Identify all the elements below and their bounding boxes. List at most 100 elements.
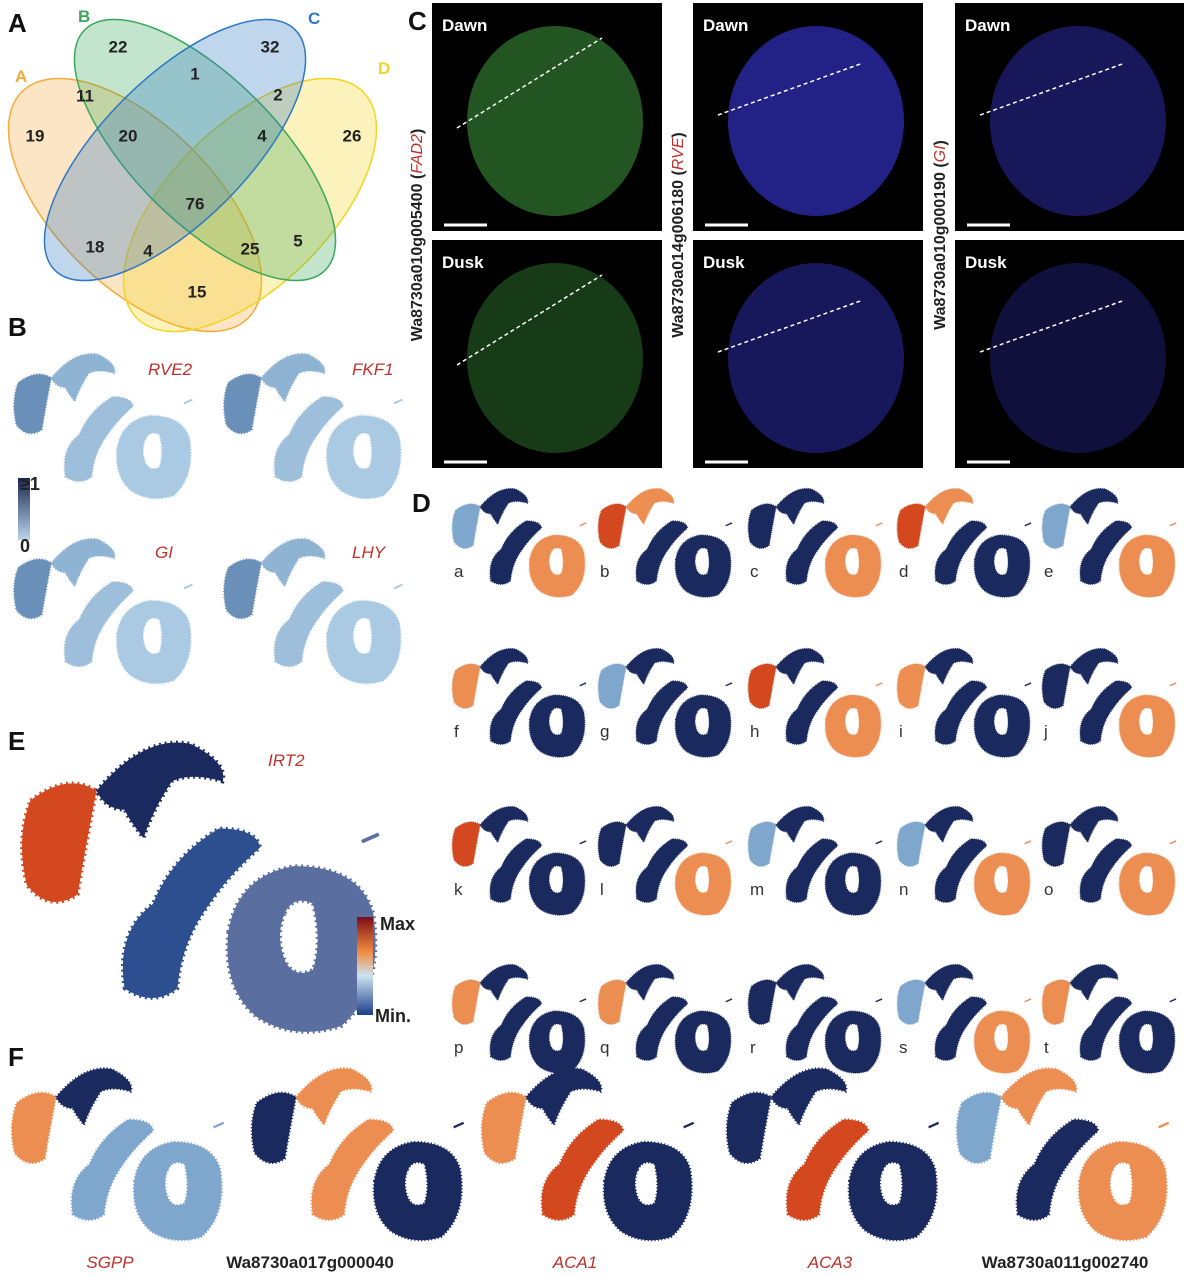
time-label: Dawn (703, 16, 748, 35)
gene-axis-label: Wa8730a010g000190 (GI) (932, 140, 949, 330)
subpanel-label: f (454, 722, 459, 741)
subpanel-label: l (600, 880, 604, 899)
subpanel-label: k (454, 880, 463, 899)
time-label: Dawn (442, 16, 487, 35)
venn-set (43, 18, 307, 282)
tissue (467, 263, 643, 453)
venn-count: 76 (186, 194, 205, 213)
subpanel-label: e (1044, 562, 1053, 581)
venn-count: 25 (241, 239, 260, 258)
time-label: Dawn (965, 16, 1010, 35)
gene-label: IRT2 (268, 751, 305, 770)
label-part: GI (932, 145, 949, 162)
panel-label: B (8, 312, 27, 342)
gene-axis-label: Wa8730a014g006180 (RVE) (670, 132, 687, 337)
umap-plot (598, 648, 733, 758)
panel-label: C (408, 6, 427, 36)
umap-plot (452, 964, 587, 1074)
subpanel-label: s (899, 1038, 908, 1057)
umap-plot (251, 1068, 464, 1241)
set-label: C (308, 9, 320, 28)
venn-count: 18 (86, 237, 105, 256)
panel-label: A (8, 8, 27, 38)
subpanel-label: c (750, 562, 759, 581)
umap-plot (897, 648, 1032, 758)
venn-count: 4 (257, 126, 267, 145)
label-part: RVE (670, 137, 687, 170)
gene-label: GI (155, 543, 173, 562)
subpanel-label: a (454, 562, 464, 581)
umap-plot (748, 806, 883, 916)
subpanel-label: j (1043, 722, 1048, 741)
gene-label: ACA1 (552, 1253, 597, 1272)
umap-plot (452, 488, 587, 598)
gene-label: FKF1 (352, 360, 394, 379)
gene-label: RVE2 (148, 360, 193, 379)
umap-plot (21, 742, 379, 1032)
gene-label: LHY (352, 543, 387, 562)
umap-plot (11, 1068, 224, 1241)
subpanel-label: r (750, 1038, 756, 1057)
set-label: D (378, 59, 390, 78)
section-line (456, 274, 603, 366)
subpanel-label: h (750, 722, 759, 741)
tissue (728, 263, 904, 453)
subpanel-label: p (454, 1038, 463, 1057)
subpanel-label: o (1044, 880, 1053, 899)
time-label: Dusk (442, 253, 484, 272)
umap-plot (748, 648, 883, 758)
subpanel-label: t (1044, 1038, 1049, 1057)
colorbar (18, 478, 30, 540)
umap-plot (1042, 488, 1177, 598)
label-part: Wa8730a014g006180 ( (670, 170, 687, 338)
venn-count: 11 (76, 86, 94, 105)
subpanel-label: i (899, 722, 903, 741)
subpanel-label: n (899, 880, 908, 899)
venn-count: 19 (26, 126, 45, 145)
venn-count: 1 (190, 64, 199, 83)
label-part: FAD2 (409, 134, 426, 174)
umap-plot (1042, 806, 1177, 916)
venn-count: 32 (261, 37, 280, 56)
label-part: ) (670, 132, 687, 137)
gene-label: ACA3 (807, 1253, 853, 1272)
umap-plot (481, 1068, 694, 1241)
venn-count: 26 (343, 126, 362, 145)
subpanel-label: g (600, 722, 609, 741)
umap-plot (598, 806, 733, 916)
umap-plot (726, 1068, 939, 1241)
umap-plot (897, 806, 1032, 916)
umap-plot (452, 648, 587, 758)
section-line (717, 299, 864, 353)
umap-plot (1042, 648, 1177, 758)
subpanel-label: d (899, 562, 908, 581)
venn-set (7, 77, 263, 333)
time-label: Dusk (703, 253, 745, 272)
umap-plot (598, 488, 733, 598)
venn-count: 2 (273, 85, 282, 104)
label-part: ) (932, 140, 949, 145)
umap-plot (897, 964, 1032, 1074)
label-part: ) (409, 129, 426, 134)
tissue (990, 263, 1166, 453)
section-line (979, 299, 1126, 353)
tissue (728, 26, 904, 216)
gene-label: Wa8730a017g000040 (226, 1253, 394, 1272)
label-part: Wa8730a010g005400 ( (409, 173, 426, 341)
umap-plot (897, 488, 1032, 598)
umap-plot (748, 964, 883, 1074)
gene-axis-label: Wa8730a010g005400 (FAD2) (409, 129, 426, 342)
umap-plot (1042, 964, 1177, 1074)
umap-plot (452, 806, 587, 916)
umap-plot (748, 488, 883, 598)
colorbar-label: Min. (375, 1006, 411, 1026)
section-line (717, 62, 864, 116)
venn-count: 20 (119, 126, 138, 145)
venn-count: 15 (188, 282, 207, 301)
venn-count: 5 (293, 231, 302, 250)
venn-set (122, 77, 378, 333)
umap-plot (598, 964, 733, 1074)
colorbar-label: ≥1 (20, 474, 40, 494)
time-label: Dusk (965, 253, 1007, 272)
